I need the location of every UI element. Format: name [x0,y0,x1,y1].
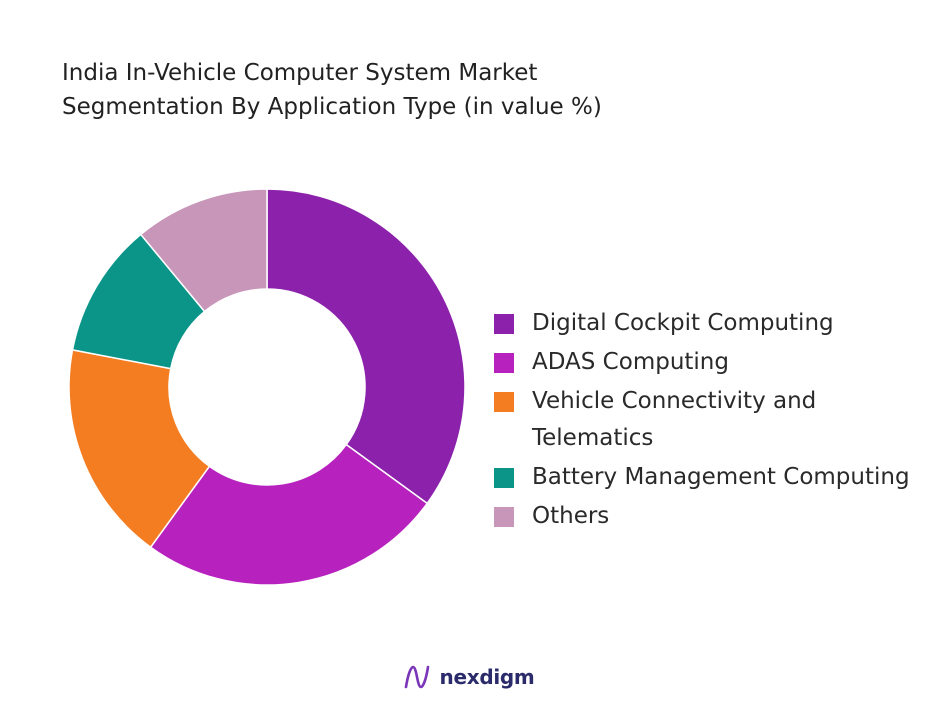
legend-label: Others [532,503,610,529]
legend-item-others: Others [494,498,914,535]
footer-brand: nexdigm [0,660,936,694]
chart-title-line-1: India In-Vehicle Computer System Market [62,60,538,86]
legend-item-vehicle-connectivity-and-telematics: Vehicle Connectivity and Telematics [494,383,914,457]
legend-swatch [494,353,514,373]
legend-item-adas-computing: ADAS Computing [494,344,914,381]
chart-legend: Digital Cockpit Computing ADAS Computing V… [494,305,914,537]
legend-swatch [494,314,514,334]
legend-label: Vehicle Connectivity and Telematics [532,388,817,451]
legend-label: Battery Management Computing [532,464,910,490]
slice-vehicle-connectivity-and-telematics [68,349,211,549]
legend-item-digital-cockpit-computing: Digital Cockpit Computing [494,305,914,342]
legend-swatch [494,468,514,488]
slice-digital-cockpit-computing [266,188,466,505]
slice-adas-computing [149,443,429,586]
slice-others [139,188,268,313]
legend-item-battery-management-computing: Battery Management Computing [494,459,914,496]
nexdigm-logo-icon [404,665,429,689]
legend-label: Digital Cockpit Computing [532,310,834,336]
chart-title: India In-Vehicle Computer System Market … [62,56,782,124]
legend-swatch [494,392,514,412]
legend-swatch [494,507,514,527]
brand-name: nexdigm [439,665,535,689]
chart-title-line-2: Segmentation By Application Type (in val… [62,94,602,120]
legend-label: ADAS Computing [532,349,729,375]
